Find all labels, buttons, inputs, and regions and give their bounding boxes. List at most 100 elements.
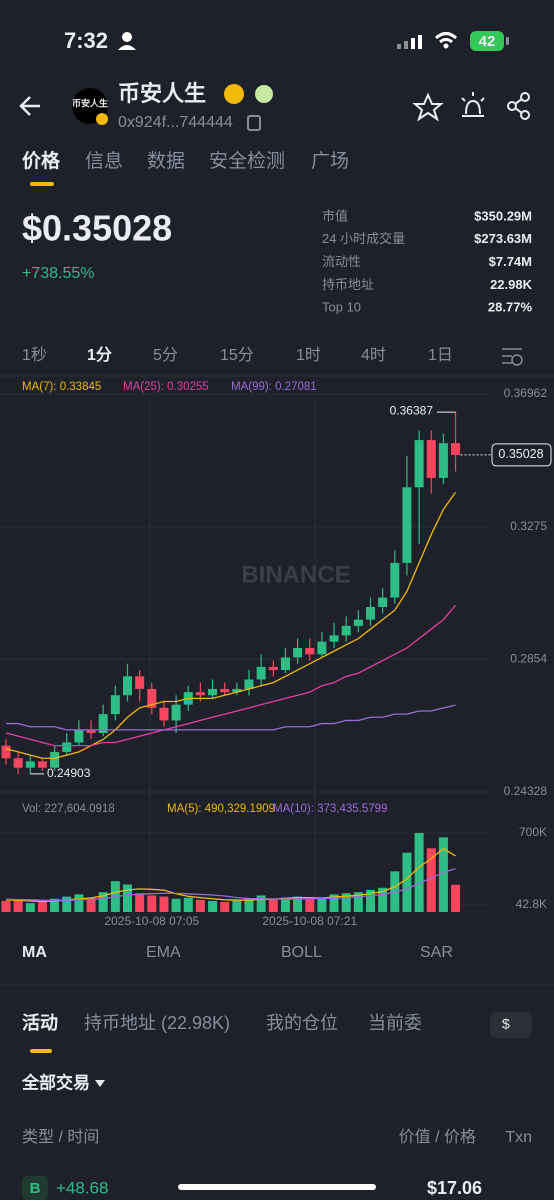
candle-body — [171, 704, 181, 721]
candle-body — [390, 562, 400, 598]
interval[interactable]: 1秒 — [22, 346, 47, 364]
activity-tab[interactable]: 持币地址 (22.98K) — [84, 1013, 230, 1033]
volume-bar — [62, 896, 72, 912]
favorite-button[interactable] — [412, 92, 444, 122]
home-indicator — [178, 1184, 376, 1190]
column-header: 类型 / 时间 — [22, 1128, 99, 1146]
tag-icon — [255, 85, 273, 103]
candle-body — [317, 641, 327, 655]
volume-bar — [37, 902, 47, 912]
interval[interactable]: 1分 — [87, 346, 112, 364]
volume-bar — [341, 893, 351, 912]
volume-bar — [256, 895, 266, 912]
candle-body — [402, 487, 412, 563]
volume-legend: Vol: 227,604.0918 — [22, 803, 115, 815]
volume-bar — [244, 898, 254, 912]
person-icon — [118, 45, 136, 50]
tab[interactable]: 安全检测 — [209, 150, 285, 172]
interval[interactable]: 4时 — [361, 346, 386, 364]
candle-body — [86, 729, 96, 734]
candle-body — [353, 619, 363, 626]
price-change: +738.55% — [22, 265, 95, 282]
volume-bar — [293, 896, 303, 912]
activity-tab[interactable]: 活动 — [22, 1012, 58, 1033]
volume-bar — [232, 899, 242, 912]
interval[interactable]: 15分 — [220, 346, 254, 364]
candle-body — [366, 607, 375, 620]
tab-indicator — [30, 1049, 52, 1053]
indicator[interactable]: EMA — [146, 944, 181, 961]
candle-body — [147, 688, 157, 708]
volume-bar — [123, 884, 132, 912]
candle-body — [414, 440, 424, 488]
volume-bar — [329, 894, 339, 912]
back-button[interactable] — [19, 96, 40, 116]
tab-bar: 价格 信息 数据 安全检测 广场 — [22, 149, 349, 172]
tab[interactable]: 数据 — [147, 150, 185, 172]
indicator[interactable]: MA — [22, 944, 47, 961]
currency-label: $ — [502, 1016, 510, 1032]
volume-bar — [426, 848, 436, 912]
volume-bar — [268, 899, 278, 912]
candle-body — [50, 751, 60, 768]
chart-settings[interactable] — [502, 348, 523, 366]
trade-amount: +48.68 — [56, 1178, 108, 1197]
volume-bar — [86, 897, 96, 912]
share-button[interactable] — [507, 92, 530, 120]
avatar-text: 币安人生 — [72, 97, 108, 108]
candle-body — [110, 695, 120, 715]
candle-body — [256, 666, 266, 680]
activity-tab[interactable]: 我的仓位 — [266, 1013, 338, 1033]
side-badge — [22, 1176, 48, 1200]
interval[interactable]: 1时 — [296, 346, 321, 364]
volume-bar — [220, 902, 230, 912]
volume-bar — [305, 898, 315, 912]
indicator-bar: MA EMA BOLL SAR — [22, 944, 453, 961]
candle-body — [220, 688, 230, 693]
token-title: 币安人生 — [118, 81, 206, 106]
stat-label: Top 10 — [322, 300, 361, 315]
tab-indicator — [30, 182, 54, 186]
dropdown-arrow — [95, 1080, 105, 1087]
activity-tabs: 活动 持币地址 (22.98K) 我的仓位 当前委 — [22, 1012, 422, 1033]
stat-value: 22.98K — [490, 277, 533, 292]
activity-tab[interactable]: 当前委 — [368, 1013, 422, 1033]
currency-toggle[interactable] — [490, 1012, 532, 1038]
volume-bar — [366, 889, 375, 912]
candle-body — [25, 761, 35, 768]
alert-button[interactable] — [461, 92, 485, 117]
volume-bar — [13, 899, 23, 912]
indicator[interactable]: BOLL — [281, 944, 322, 961]
battery-tip — [506, 37, 509, 45]
candle-body — [159, 707, 169, 721]
volume-bar — [414, 832, 424, 912]
low-label: 0.24903 — [47, 766, 91, 780]
volume-bar — [1, 900, 11, 912]
candle-body — [74, 729, 84, 743]
tab[interactable]: 价格 — [22, 149, 61, 172]
x-tick-label: 2025-10-08 07:21 — [262, 914, 357, 928]
tab[interactable]: 广场 — [311, 150, 349, 172]
column-header: 价值 / 价格 — [399, 1128, 476, 1146]
volume-bar — [353, 892, 363, 912]
copy-button[interactable] — [247, 115, 261, 131]
y-tick-label: 0.36962 — [504, 386, 548, 400]
volume-bar — [208, 900, 218, 912]
wifi-icon — [443, 43, 449, 49]
x-tick-label: 2025-10-08 07:05 — [104, 914, 199, 928]
candle-body — [280, 657, 290, 671]
trade-filter[interactable]: 全部交易 — [21, 1072, 90, 1092]
ma-line — [5, 868, 456, 902]
price-tag-label: 0.35028 — [498, 447, 543, 461]
interval[interactable]: 5分 — [153, 346, 178, 364]
indicator[interactable]: SAR — [420, 944, 453, 961]
signal-icon — [397, 35, 422, 49]
candle-body — [13, 758, 23, 768]
candle-body — [305, 647, 315, 655]
candle-body — [378, 597, 388, 608]
tab[interactable]: 信息 — [85, 150, 123, 172]
interval[interactable]: 1日 — [428, 347, 453, 364]
